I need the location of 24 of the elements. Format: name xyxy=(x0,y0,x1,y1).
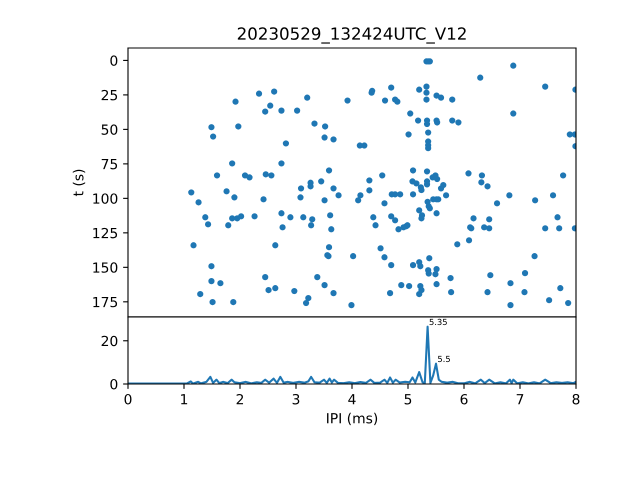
y-tick-label: 0 xyxy=(110,378,118,390)
x-tick-label: 7 xyxy=(516,394,524,404)
x-tick-label: 6 xyxy=(460,394,468,404)
y-tick-label: 50 xyxy=(102,124,118,135)
x-tick-label: 3 xyxy=(292,394,300,404)
annotation: 5.35 xyxy=(430,318,447,326)
y-tick-label: 125 xyxy=(93,228,118,238)
y-tick-label: 100 xyxy=(93,193,118,204)
annotation: 5.5 xyxy=(438,356,450,362)
y-tick-label: 75 xyxy=(102,159,118,170)
y-tick-label: 150 xyxy=(93,262,118,273)
y-tick-label: 0 xyxy=(110,55,118,66)
y-axis-title: t (s) xyxy=(72,170,86,196)
x-tick-label: 2 xyxy=(236,394,244,404)
y-tick-label: 25 xyxy=(102,90,118,100)
y-tick-label: 175 xyxy=(93,296,118,308)
chart-title: 20230529_132424UTC_V12 xyxy=(238,27,466,44)
x-tick-label: 8 xyxy=(572,394,580,404)
x-tick-label: 4 xyxy=(348,394,356,404)
y-tick-label: 20 xyxy=(102,336,118,346)
x-tick-label: 5 xyxy=(404,394,412,404)
x-tick-label: 0 xyxy=(124,394,132,404)
x-tick-label: 1 xyxy=(181,394,188,404)
x-axis-title: IPI (ms) xyxy=(327,412,378,426)
